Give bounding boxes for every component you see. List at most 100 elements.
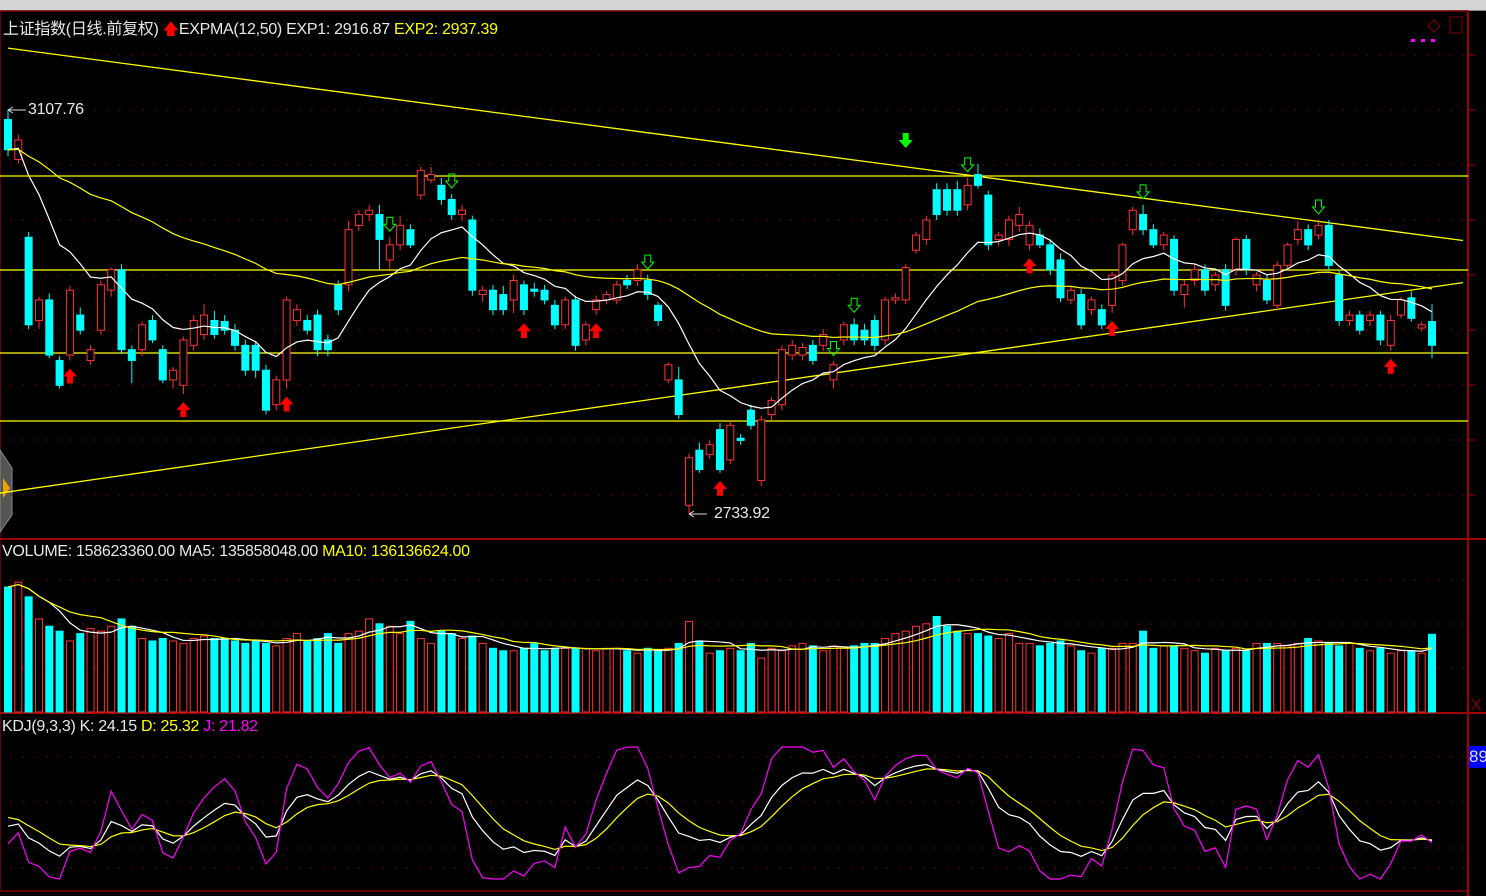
indicator-name: EXPMA(12,50) bbox=[178, 21, 282, 38]
candle-up bbox=[1417, 324, 1426, 329]
volume-bar-up bbox=[292, 633, 301, 713]
candle-down bbox=[1242, 238, 1251, 271]
volume-bar-up bbox=[922, 623, 931, 713]
window-icon bbox=[1449, 16, 1463, 34]
volume-bar-down bbox=[1262, 642, 1271, 713]
kdj-k-line bbox=[7, 763, 1433, 858]
volume-bar-up bbox=[344, 633, 353, 713]
volume-bar-up bbox=[912, 625, 921, 713]
candle-down bbox=[499, 294, 508, 311]
volume-bar-up bbox=[179, 642, 188, 713]
candle-down bbox=[303, 319, 312, 331]
volume-bar-down bbox=[1056, 640, 1065, 713]
volume-bar-up bbox=[1231, 647, 1240, 713]
exp2-value: EXP2: 2937.39 bbox=[394, 21, 498, 38]
volume-bar-up bbox=[1386, 652, 1395, 713]
candle-down bbox=[1149, 229, 1158, 246]
volume-bar-down bbox=[943, 625, 952, 713]
volume-bar-down bbox=[1139, 630, 1148, 713]
candle-up bbox=[901, 267, 910, 301]
candle-up bbox=[994, 234, 1003, 240]
sell-arrow-icon bbox=[826, 341, 841, 357]
volume-bar-up bbox=[592, 650, 601, 713]
volume-bar-up bbox=[1293, 642, 1302, 713]
kdj-d-line bbox=[7, 768, 1433, 852]
candle-up bbox=[881, 299, 890, 341]
candle-up bbox=[1231, 238, 1240, 271]
candle-up bbox=[1386, 319, 1395, 346]
high-marker-arrow bbox=[7, 106, 26, 114]
candle-down bbox=[1170, 238, 1179, 291]
volume-bar-up bbox=[1273, 642, 1282, 713]
candle-up bbox=[1015, 214, 1024, 226]
volume-bar-down bbox=[654, 650, 663, 713]
low-marker-arrow bbox=[688, 510, 708, 518]
volume-bar-down bbox=[860, 642, 869, 713]
volume-bar-up bbox=[14, 581, 23, 713]
volume-bar-up bbox=[1366, 650, 1375, 713]
candle-down bbox=[1324, 224, 1333, 266]
sell-arrow-icon bbox=[847, 297, 862, 314]
volume-bar-up bbox=[1283, 645, 1292, 713]
volume-bar-up bbox=[1128, 642, 1137, 713]
volume-bar-down bbox=[1035, 645, 1044, 713]
candle-down bbox=[716, 429, 724, 471]
candle-down bbox=[1077, 294, 1086, 326]
candle-down bbox=[850, 324, 859, 341]
volume-bar-up bbox=[757, 657, 766, 713]
candle-down bbox=[334, 284, 343, 311]
candle-down bbox=[932, 189, 941, 216]
volume-bar-up bbox=[458, 638, 467, 713]
volume-bar-up bbox=[664, 647, 673, 713]
candle-down bbox=[674, 379, 683, 415]
volume-bar-up bbox=[767, 647, 776, 713]
volume-bar-up bbox=[396, 633, 405, 713]
candle-down bbox=[623, 279, 632, 286]
candle-down bbox=[695, 449, 704, 471]
candle-up bbox=[396, 224, 405, 246]
volume-bar-up bbox=[602, 647, 611, 713]
candle-up bbox=[365, 209, 374, 216]
trend-line bbox=[7, 47, 1464, 242]
volume-bar-up bbox=[509, 650, 518, 713]
candle-down bbox=[540, 289, 549, 301]
candle-down bbox=[1355, 314, 1364, 331]
volume-bar-up bbox=[200, 635, 209, 713]
volume-bar-down bbox=[148, 640, 157, 713]
candle-up bbox=[777, 349, 786, 406]
volume-bar-down bbox=[1407, 650, 1416, 713]
exp2-line bbox=[7, 148, 1433, 339]
candle-down bbox=[261, 369, 270, 411]
volume-bar-up bbox=[1345, 642, 1354, 713]
volume-bar-up bbox=[798, 642, 807, 713]
volume-bar-down bbox=[313, 638, 322, 713]
candle-up bbox=[1066, 289, 1075, 301]
candle-down bbox=[953, 189, 962, 211]
volume-bar-down bbox=[1170, 645, 1179, 713]
candle-up bbox=[912, 234, 921, 251]
candle-up bbox=[839, 324, 848, 341]
low-price-label: 2733.92 bbox=[714, 505, 770, 522]
candle-down bbox=[1139, 214, 1148, 231]
volume-bar-up bbox=[788, 645, 797, 713]
candle-up bbox=[1087, 299, 1096, 311]
volume-bar-up bbox=[705, 652, 714, 713]
candle-up bbox=[1128, 209, 1137, 231]
candle-down bbox=[1221, 269, 1230, 306]
buy-arrow-icon bbox=[176, 401, 191, 417]
volume-bar-down bbox=[241, 642, 250, 713]
trend-line bbox=[0, 282, 1464, 494]
candle-up bbox=[169, 369, 178, 381]
volume-bar-up bbox=[612, 647, 621, 713]
volume-bar-up bbox=[65, 640, 74, 713]
volume-bar-down bbox=[530, 642, 539, 713]
buy-arrow-icon bbox=[279, 396, 294, 412]
candle-down bbox=[323, 339, 332, 351]
d-value: D: 25.32 bbox=[141, 718, 200, 735]
candle-up bbox=[1025, 224, 1034, 246]
candle-up bbox=[138, 324, 147, 351]
close-panel-icon: X bbox=[1471, 697, 1482, 714]
volume-value: VOLUME: 158623360.00 bbox=[2, 543, 175, 560]
candle-down bbox=[571, 299, 580, 346]
